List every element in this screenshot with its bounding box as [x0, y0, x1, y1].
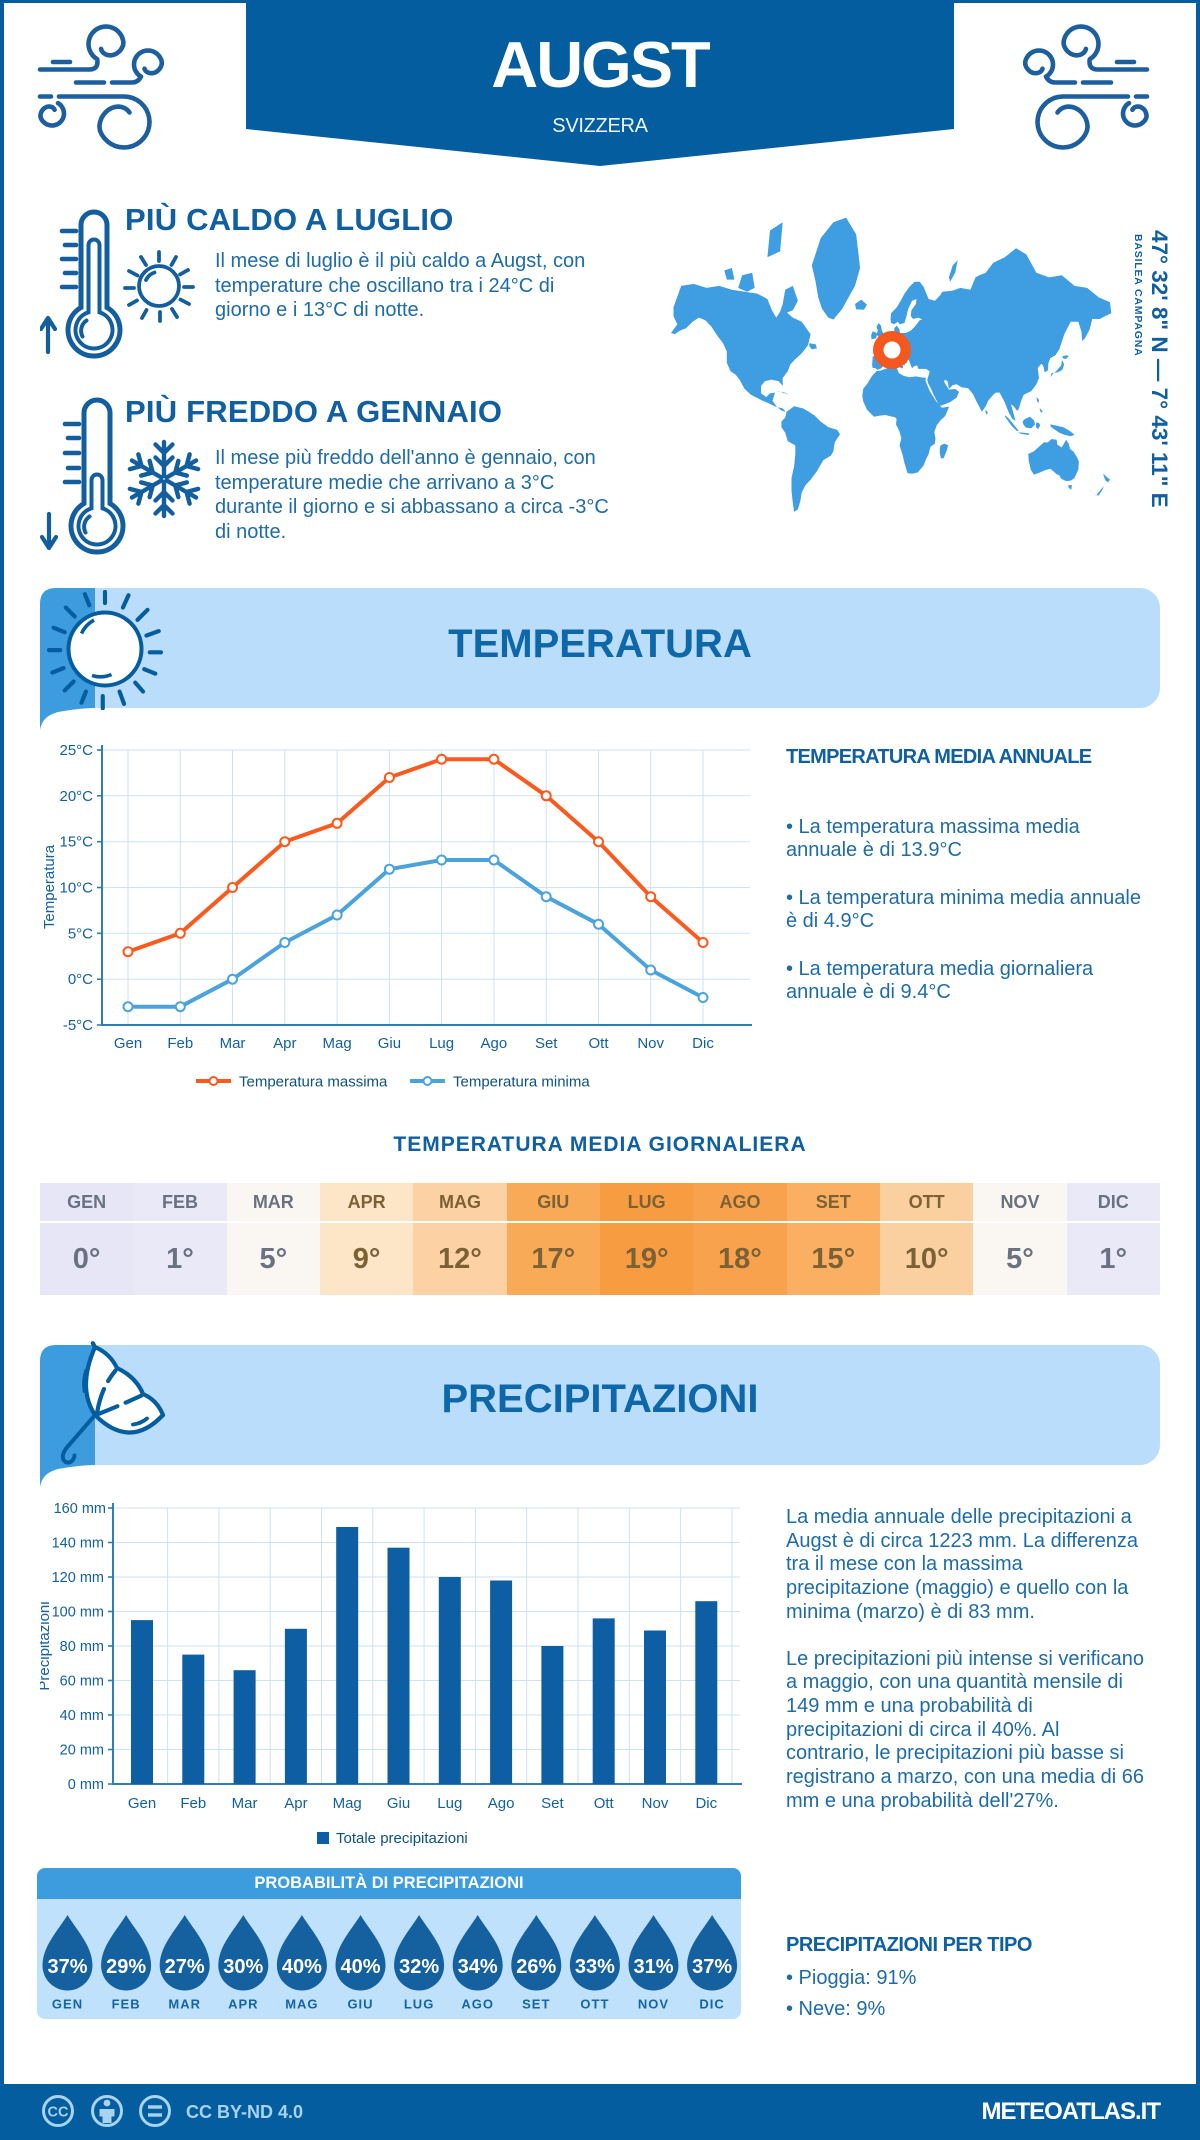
svg-text:80 mm: 80 mm	[60, 1639, 104, 1655]
svg-text:33%: 33%	[575, 1956, 615, 1978]
svg-text:Ott: Ott	[594, 1795, 615, 1812]
svg-text:GIU: GIU	[347, 1997, 373, 2012]
svg-text:40%: 40%	[282, 1956, 322, 1978]
svg-text:Gen: Gen	[128, 1795, 156, 1812]
svg-text:DIC: DIC	[699, 1997, 724, 2012]
svg-text:Giu: Giu	[378, 1035, 401, 1052]
svg-text:29%: 29%	[106, 1956, 146, 1978]
svg-text:Mar: Mar	[232, 1795, 258, 1812]
svg-text:Feb: Feb	[180, 1795, 206, 1812]
svg-text:Ago: Ago	[481, 1035, 508, 1052]
svg-text:OTT: OTT	[580, 1997, 609, 2012]
svg-text:Apr: Apr	[284, 1795, 307, 1812]
svg-text:FEB: FEB	[112, 1997, 141, 2012]
svg-text:Apr: Apr	[273, 1035, 296, 1052]
svg-text:26%: 26%	[516, 1956, 556, 1978]
svg-text:120 mm: 120 mm	[52, 1570, 104, 1586]
svg-text:Feb: Feb	[167, 1035, 193, 1052]
svg-text:31%: 31%	[633, 1956, 673, 1978]
svg-text:Nov: Nov	[637, 1035, 664, 1052]
svg-text:37%: 37%	[692, 1956, 732, 1978]
svg-text:Mag: Mag	[333, 1795, 362, 1812]
svg-text:32%: 32%	[399, 1956, 439, 1978]
svg-text:MAG: MAG	[285, 1997, 318, 2012]
svg-text:160 mm: 160 mm	[54, 1501, 106, 1517]
svg-text:AGO: AGO	[461, 1997, 494, 2012]
svg-text:Mar: Mar	[220, 1035, 246, 1052]
svg-text:40%: 40%	[340, 1956, 380, 1978]
svg-text:MAR: MAR	[168, 1997, 201, 2012]
svg-text:SET: SET	[522, 1997, 550, 2012]
svg-text:140 mm: 140 mm	[52, 1536, 104, 1552]
svg-text:27%: 27%	[165, 1956, 205, 1978]
svg-text:NOV: NOV	[638, 1997, 669, 2012]
svg-text:Precipitazioni: Precipitazioni	[40, 1601, 53, 1690]
svg-text:15°C: 15°C	[59, 834, 93, 851]
svg-text:Dic: Dic	[695, 1795, 717, 1812]
svg-text:Temperatura: Temperatura	[41, 844, 58, 929]
svg-text:Totale precipitazioni: Totale precipitazioni	[336, 1830, 468, 1847]
svg-text:Dic: Dic	[692, 1035, 714, 1052]
svg-text:Nov: Nov	[642, 1795, 669, 1812]
svg-text:CC: CC	[48, 2105, 69, 2121]
svg-text:Lug: Lug	[437, 1795, 462, 1812]
svg-text:Gen: Gen	[114, 1035, 142, 1052]
svg-text:0°C: 0°C	[68, 971, 93, 988]
svg-text:LUG: LUG	[404, 1997, 434, 2012]
svg-text:Lug: Lug	[429, 1035, 454, 1052]
svg-text:34%: 34%	[458, 1956, 498, 1978]
svg-text:25°C: 25°C	[59, 742, 93, 759]
svg-text:Set: Set	[541, 1795, 564, 1812]
svg-text:0 mm: 0 mm	[68, 1777, 104, 1793]
svg-text:40 mm: 40 mm	[60, 1708, 104, 1724]
svg-text:100 mm: 100 mm	[52, 1605, 104, 1621]
svg-text:20 mm: 20 mm	[60, 1743, 104, 1759]
svg-text:30%: 30%	[223, 1956, 263, 1978]
svg-text:GEN: GEN	[52, 1997, 83, 2012]
svg-text:5°C: 5°C	[68, 925, 93, 942]
svg-text:Temperatura minima: Temperatura minima	[453, 1074, 590, 1091]
svg-text:APR: APR	[228, 1997, 258, 2012]
svg-text:Mag: Mag	[323, 1035, 352, 1052]
svg-text:Ott: Ott	[588, 1035, 609, 1052]
svg-text:-5°C: -5°C	[63, 1017, 93, 1034]
svg-text:Giu: Giu	[387, 1795, 410, 1812]
svg-text:Ago: Ago	[488, 1795, 515, 1812]
svg-text:37%: 37%	[47, 1956, 87, 1978]
svg-text:Set: Set	[535, 1035, 558, 1052]
svg-text:20°C: 20°C	[59, 788, 93, 805]
svg-text:Temperatura massima: Temperatura massima	[239, 1074, 388, 1091]
svg-text:10°C: 10°C	[59, 880, 93, 897]
svg-text:60 mm: 60 mm	[60, 1674, 104, 1690]
